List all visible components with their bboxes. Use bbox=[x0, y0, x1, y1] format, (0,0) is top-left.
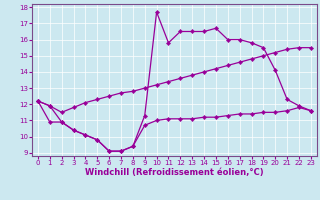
X-axis label: Windchill (Refroidissement éolien,°C): Windchill (Refroidissement éolien,°C) bbox=[85, 168, 264, 177]
